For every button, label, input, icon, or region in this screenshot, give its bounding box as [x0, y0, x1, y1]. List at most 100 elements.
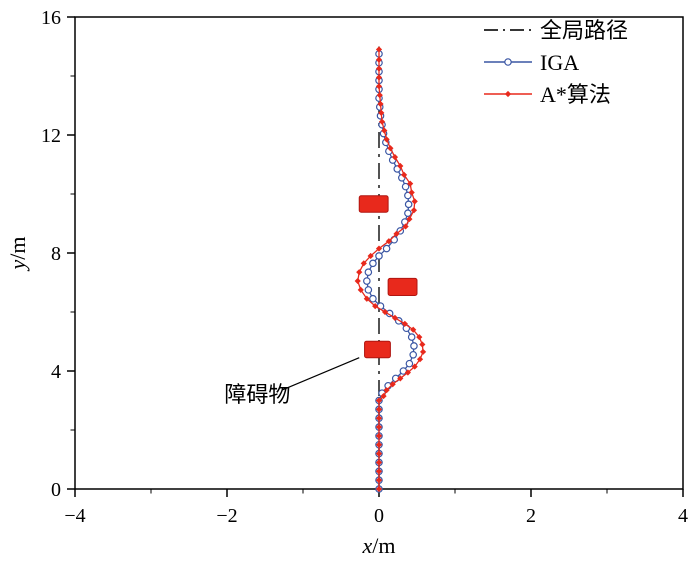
obstacle-rect: [358, 195, 389, 213]
diamond-marker: [377, 100, 384, 108]
diamond-marker: [372, 303, 379, 310]
diamond-marker: [400, 171, 408, 178]
diamond-marker: [406, 215, 413, 223]
y-tick-label: 8: [51, 243, 61, 265]
diamond-marker: [416, 333, 423, 341]
diamond-marker: [378, 118, 386, 125]
y-tick-label: 12: [41, 125, 61, 147]
diamond-marker: [504, 90, 512, 98]
circle-marker: [410, 342, 418, 350]
annotation-leader-line: [281, 357, 360, 391]
diamond-marker: [375, 65, 383, 72]
diamond-marker: [375, 477, 383, 484]
diamond-marker: [354, 277, 361, 285]
circle-marker: [363, 277, 371, 285]
circle-marker: [364, 268, 373, 276]
diamond-marker: [397, 162, 404, 170]
diamond-marker: [387, 145, 394, 152]
annotation-obstacle: 障碍物: [224, 357, 360, 407]
circle-marker: [401, 182, 410, 191]
diamond-marker: [391, 314, 399, 321]
diamond-marker: [375, 415, 383, 422]
obstacles: [358, 195, 418, 359]
diamond-marker: [397, 375, 404, 382]
diamond-marker: [381, 308, 389, 316]
legend-label-astar: A*算法: [540, 82, 611, 107]
diamond-marker: [393, 230, 400, 237]
x-axis: −4 −2 0 2 4: [64, 489, 688, 527]
diamond-marker: [383, 387, 390, 394]
diamond-marker: [383, 136, 390, 143]
diamond-marker: [381, 127, 388, 134]
obstacle-rect: [364, 340, 391, 359]
circle-marker: [407, 333, 416, 341]
diamond-marker: [391, 154, 399, 161]
diamond-marker: [375, 468, 383, 475]
diamond-marker: [375, 485, 383, 493]
obstacle-rect: [387, 277, 418, 296]
diamond-marker: [402, 223, 409, 230]
diamond-marker: [407, 180, 414, 187]
diamond-marker: [378, 109, 385, 116]
diamond-marker: [356, 269, 363, 276]
y-tick-label: 16: [41, 7, 61, 29]
diamond-marker: [375, 406, 383, 413]
circle-marker: [382, 244, 391, 253]
diamond-marker: [419, 341, 426, 348]
circle-marker: [404, 200, 413, 209]
diamond-marker: [375, 56, 383, 63]
legend: 全局路径 IGA A*算法: [484, 18, 628, 107]
circle-marker: [404, 209, 412, 217]
circle-marker: [369, 294, 377, 303]
circle-marker: [405, 359, 414, 368]
diamond-marker: [380, 392, 387, 400]
annotation-obstacle-label: 障碍物: [224, 382, 290, 407]
diamond-marker: [411, 363, 418, 370]
diamond-marker: [363, 295, 370, 302]
circle-marker: [404, 191, 412, 200]
y-axis-label: y/m: [5, 237, 30, 272]
diamond-marker: [419, 348, 427, 355]
x-tick-label: −4: [64, 505, 85, 527]
x-tick-label: 2: [526, 505, 536, 527]
circle-marker: [369, 259, 377, 268]
diamond-marker: [410, 326, 417, 333]
circle-marker: [364, 286, 373, 294]
diamond-marker: [375, 397, 383, 404]
legend-label-iga: IGA: [540, 50, 579, 75]
diamond-marker: [416, 356, 424, 363]
diamond-marker: [357, 286, 364, 293]
diamond-marker: [376, 92, 383, 99]
diamond-marker: [360, 260, 367, 267]
diamond-marker: [385, 238, 392, 245]
x-axis-label: x/m: [362, 533, 396, 558]
diamond-marker: [375, 459, 383, 466]
diamond-marker: [375, 46, 383, 53]
y-tick-label: 0: [51, 479, 61, 501]
circle-marker: [504, 58, 512, 66]
diamond-marker: [375, 423, 383, 431]
diamond-marker: [375, 245, 383, 252]
y-axis: 0 4 8 12 16: [41, 7, 75, 501]
diamond-marker: [375, 441, 383, 448]
diamond-marker: [375, 83, 383, 90]
circle-marker: [409, 350, 418, 359]
diamond-marker: [408, 189, 415, 196]
x-tick-label: 4: [678, 505, 688, 527]
circle-marker: [375, 252, 383, 260]
diamond-marker: [404, 369, 411, 376]
x-tick-label: −2: [216, 505, 237, 527]
diamond-marker: [411, 198, 418, 205]
diamond-marker: [375, 74, 383, 81]
x-tick-label: 0: [374, 505, 384, 527]
diamond-marker: [389, 381, 396, 388]
y-tick-label: 4: [51, 361, 61, 383]
diamond-marker: [375, 432, 383, 439]
legend-label-global: 全局路径: [540, 18, 628, 43]
diamond-marker: [367, 252, 374, 260]
series-astar: [354, 46, 427, 493]
diamond-marker: [375, 450, 383, 457]
